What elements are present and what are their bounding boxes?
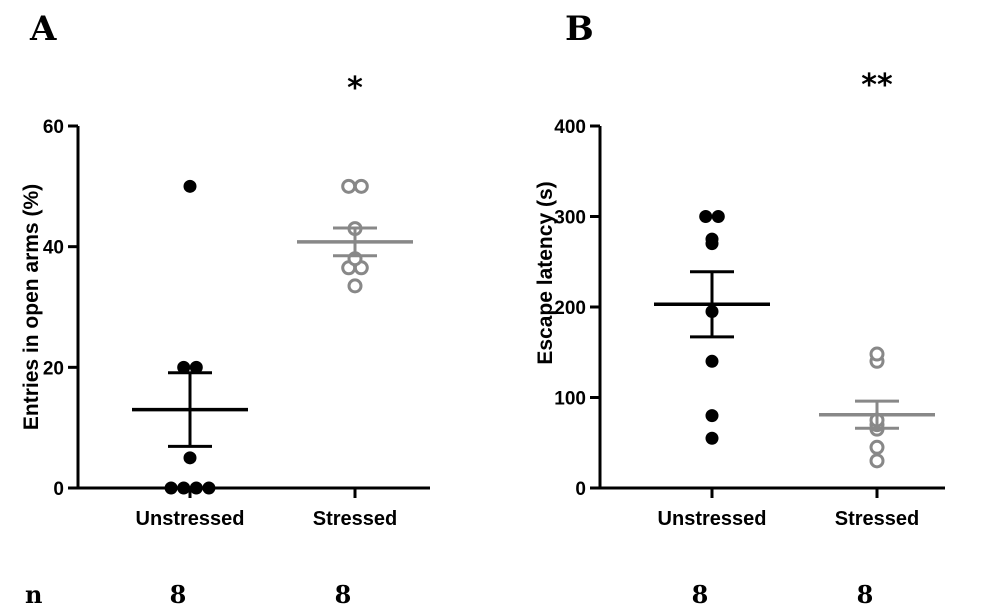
data-point [869,453,885,469]
y-tick-label: 40 [43,238,64,259]
data-point [189,481,203,495]
x-tick-label: Stressed [313,508,398,530]
n-value: 8 [170,580,187,609]
y-tick-label: 300 [554,208,586,229]
data-point [183,179,197,193]
significance-marker: ** [861,68,893,103]
data-point [705,431,719,445]
significance-marker: * [347,71,363,106]
data-point [164,481,178,495]
y-axis-label: Entries in open arms (%) [20,184,43,430]
n-value: 8 [692,580,709,609]
y-tick-label: 100 [554,389,586,410]
panel-letter: A [29,9,57,49]
data-point [705,354,719,368]
data-point [869,346,885,362]
data-point [202,481,216,495]
data-point [711,210,725,223]
n-value: 8 [335,580,352,609]
data-point [183,451,197,465]
data-point [705,232,719,246]
x-tick-label: Unstressed [136,508,245,530]
data-point [341,178,357,194]
data-point [699,210,713,223]
panel-letter: B [565,9,594,49]
panel-b: B 0 100 200 300 400 Escape latency (s) Unstress… [534,9,945,609]
y-axis-label: Escape latency (s) [534,181,557,364]
data-point [705,409,719,423]
n-value: 8 [857,580,874,609]
data-point [177,481,191,495]
data-point [353,178,369,194]
y-tick-label: 400 [554,117,586,138]
data-point [347,278,363,294]
y-tick-label: 0 [53,479,64,500]
y-tick-label: 60 [43,117,64,138]
y-tick-label: 0 [575,479,586,500]
x-tick-label: Stressed [835,508,920,530]
y-tick-label: 20 [43,358,64,379]
y-tick-label: 200 [554,298,586,319]
data-point [869,439,885,455]
x-tick-label: Unstressed [658,508,767,530]
n-row-label: n [25,580,42,609]
panel-a: A 0 20 40 60 Entries in open arms (%) Unstress… [20,9,430,609]
